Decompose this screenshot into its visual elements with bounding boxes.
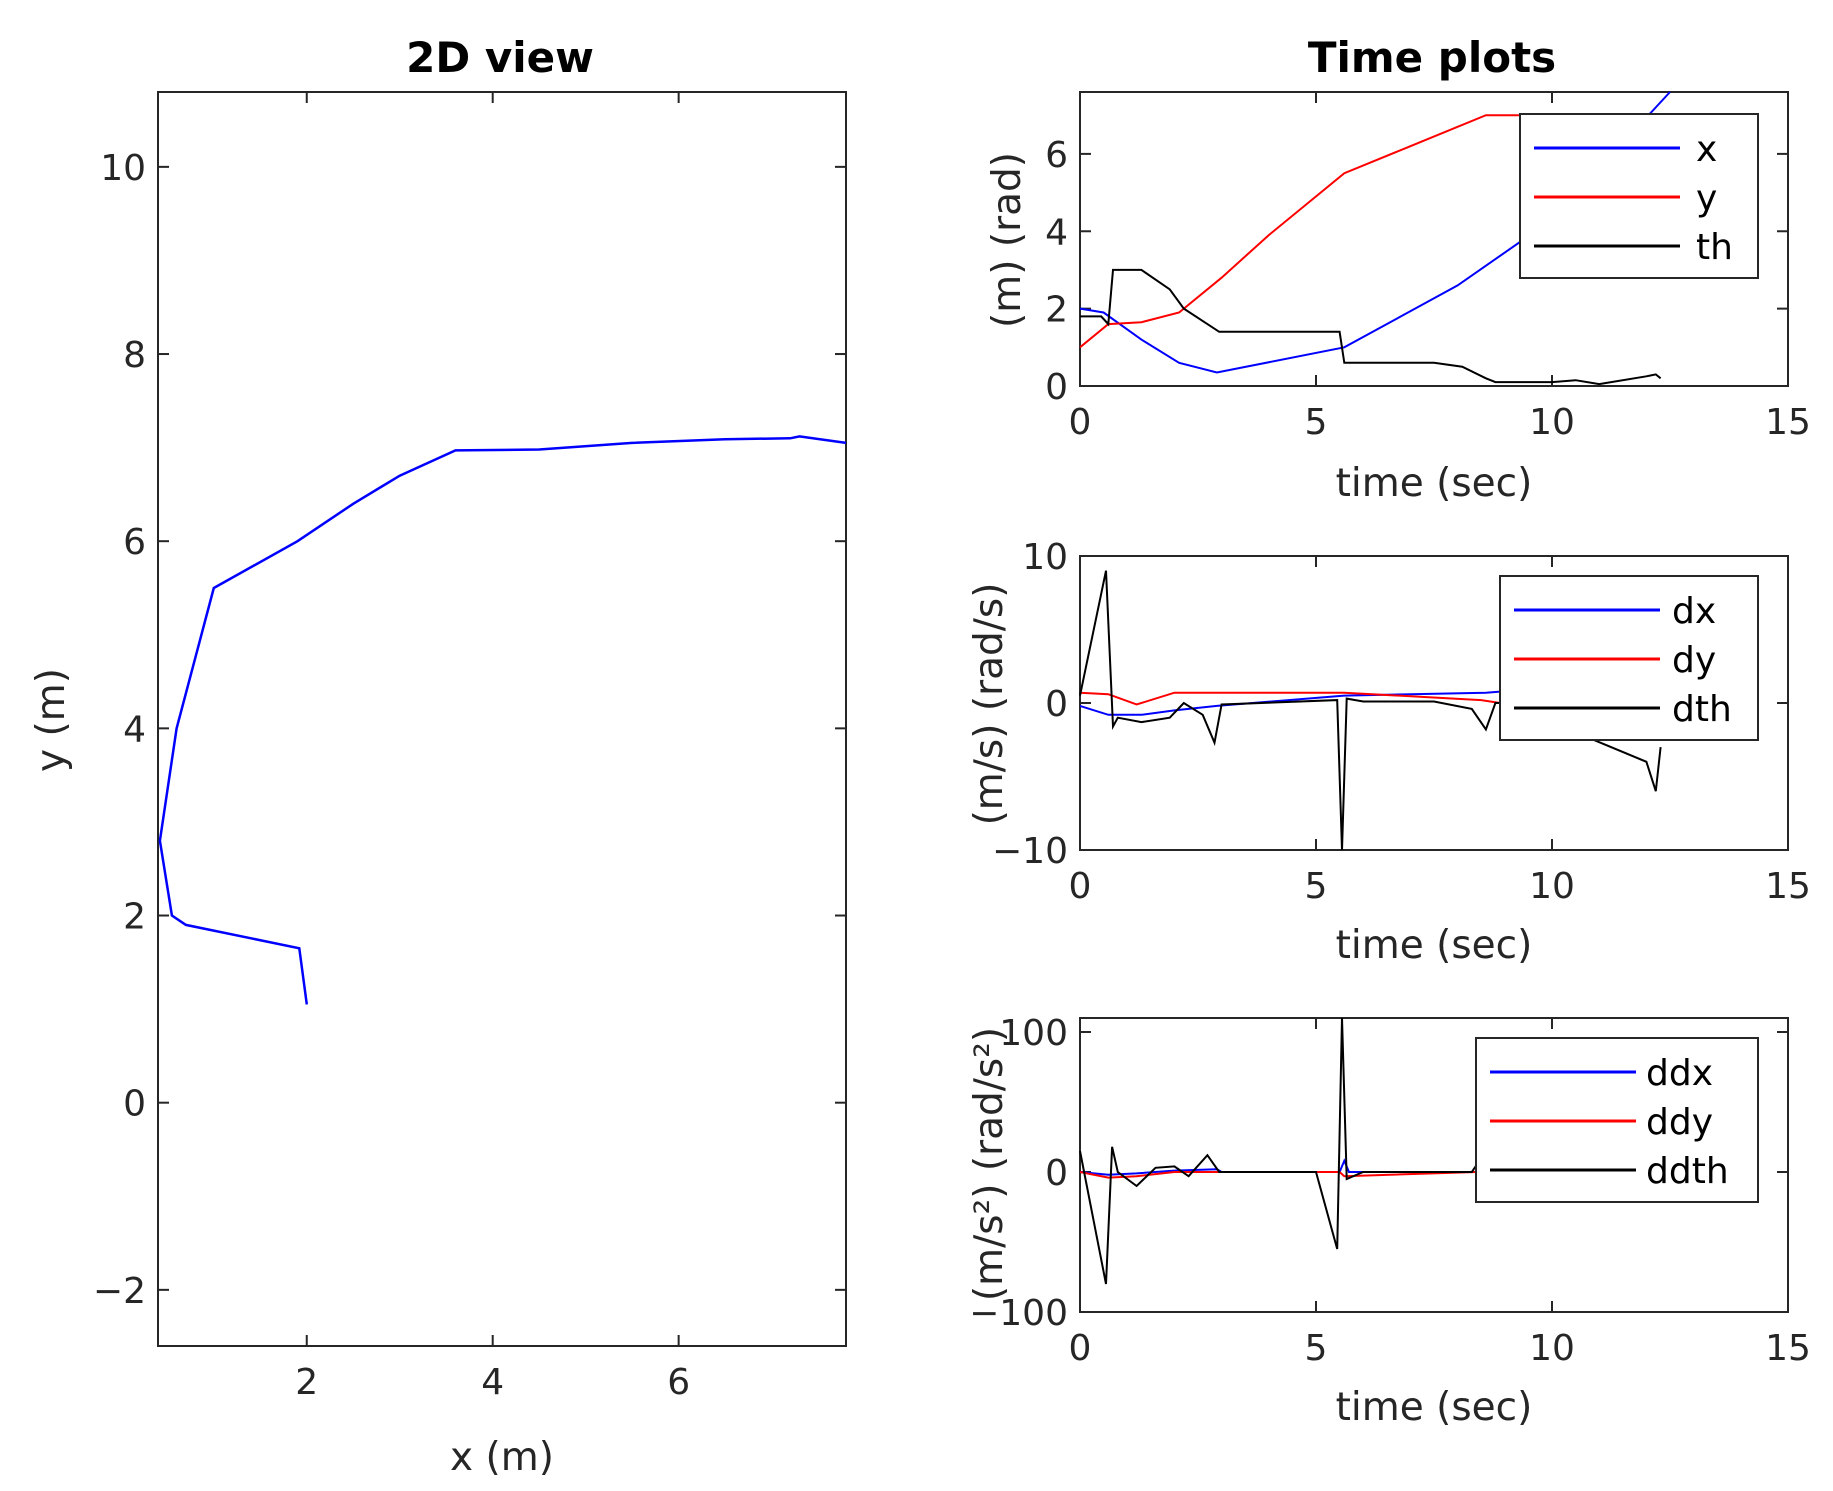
ylabel-position: (m) (rad)	[985, 152, 1030, 328]
x-tick-label: 0	[1069, 1328, 1092, 1369]
axes-box-2d-view	[157, 91, 847, 1347]
x-tick-label: 2	[295, 1362, 318, 1403]
legend-label-dth: dth	[1672, 689, 1732, 730]
ticks-2d-view: 2 4 6 −2 0 2 4 6 8 10	[93, 92, 846, 1403]
series-th-line	[1080, 268, 1662, 386]
y-tick-label: 2	[123, 897, 146, 938]
legend-position: x y th	[1519, 113, 1759, 279]
series-dx-line	[1079, 690, 1505, 716]
y-tick-label: 0	[1045, 684, 1068, 725]
title-time-plots: Time plots	[1308, 33, 1556, 82]
y-tick-label: 2	[1045, 290, 1068, 331]
series-dy-line	[1079, 691, 1501, 706]
y-tick-label: 100	[999, 1013, 1068, 1054]
xlabel-2d-view: x (m)	[450, 1435, 554, 1480]
y-tick-label: 10	[1022, 537, 1068, 578]
x-tick-label: 10	[1529, 1328, 1575, 1369]
legend-label-dx: dx	[1672, 591, 1716, 632]
y-tick-label: 4	[1045, 212, 1068, 253]
x-tick-label: 5	[1305, 866, 1328, 907]
plot-2d-view: 2D view 2 4 6 −2 0 2 4 6 8 10 x (m) y (m)	[29, 33, 847, 1480]
legend-label-ddth: ddth	[1646, 1151, 1729, 1192]
x-tick-label: 10	[1529, 402, 1575, 443]
legend-velocity: dx dy dth	[1499, 575, 1759, 741]
ylabel-2d-view: y (m)	[29, 668, 74, 772]
ticks-position: 0 5 10 15 0 2 4 6	[1045, 92, 1811, 443]
legend-label-ddy: ddy	[1646, 1102, 1713, 1143]
y-tick-label: 0	[1045, 367, 1068, 408]
trajectory-line	[158, 435, 847, 1005]
title-2d-view: 2D view	[406, 33, 594, 82]
legend-label-ddx: ddx	[1646, 1053, 1713, 1094]
ylabel-velocity: (m/s) (rad/s)	[967, 583, 1012, 826]
y-tick-label: 8	[123, 335, 146, 376]
legend-label-th: th	[1696, 227, 1733, 268]
legend-label-y: y	[1696, 178, 1717, 219]
plot-position: 0 5 10 15 0 2 4 6 x y th time (sec) (m) (rad)	[985, 91, 1811, 506]
xlabel-position: time (sec)	[1336, 461, 1533, 506]
y-tick-label: 0	[123, 1084, 146, 1125]
x-tick-label: 0	[1069, 402, 1092, 443]
x-tick-label: 6	[667, 1362, 690, 1403]
x-tick-label: 15	[1765, 1328, 1811, 1369]
y-tick-label: 10	[100, 148, 146, 189]
x-tick-label: 15	[1765, 402, 1811, 443]
xlabel-acceleration: time (sec)	[1336, 1385, 1533, 1430]
ylabel-acceleration: (m/s²) (rad/s²)	[967, 1027, 1012, 1301]
legend-label-x: x	[1696, 129, 1717, 170]
x-tick-label: 0	[1069, 866, 1092, 907]
xlabel-velocity: time (sec)	[1336, 923, 1533, 968]
y-tick-label: −2	[93, 1271, 146, 1312]
y-tick-label: 6	[123, 522, 146, 563]
x-tick-label: 10	[1529, 866, 1575, 907]
series-ddy-line	[1079, 1171, 1477, 1179]
x-tick-label: 5	[1305, 1328, 1328, 1369]
legend-acceleration: ddx ddy ddth	[1475, 1037, 1759, 1203]
x-tick-label: 15	[1765, 866, 1811, 907]
legend-label-dy: dy	[1672, 640, 1716, 681]
y-tick-label: −10	[992, 831, 1068, 872]
x-tick-label: 4	[481, 1362, 504, 1403]
series-ddth-line	[1079, 1017, 1478, 1285]
y-tick-label: −100	[969, 1293, 1068, 1334]
y-tick-label: 4	[123, 709, 146, 750]
y-tick-label: 6	[1045, 135, 1068, 176]
y-tick-label: 0	[1045, 1153, 1068, 1194]
x-tick-label: 5	[1305, 402, 1328, 443]
